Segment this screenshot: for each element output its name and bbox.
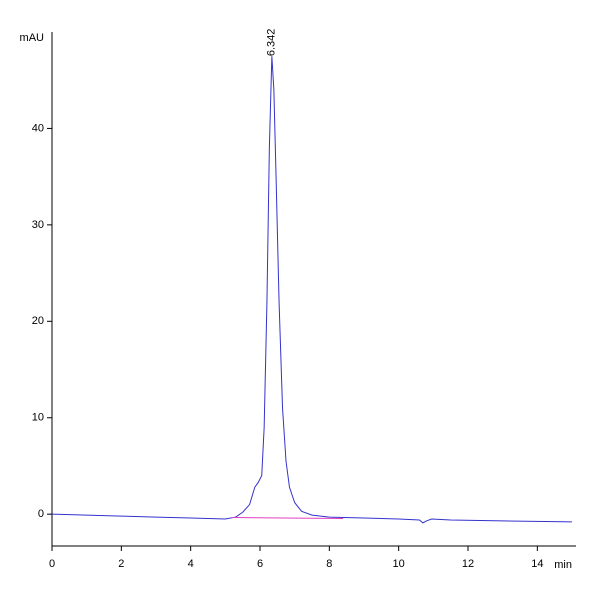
x-axis-label: min bbox=[554, 559, 572, 571]
x-tick-label: 12 bbox=[462, 558, 474, 570]
y-tick-label: 30 bbox=[32, 219, 44, 231]
x-tick-label: 2 bbox=[118, 558, 124, 570]
x-tick-label: 10 bbox=[393, 558, 405, 570]
trace bbox=[232, 517, 344, 520]
x-tick-label: 0 bbox=[49, 558, 55, 570]
peak-label: 6.342 bbox=[266, 29, 278, 57]
y-tick-label: 0 bbox=[38, 508, 44, 520]
x-tick-label: 8 bbox=[326, 558, 332, 570]
y-axis-label: mAU bbox=[20, 32, 45, 44]
x-tick-label: 14 bbox=[531, 558, 543, 570]
trace bbox=[51, 56, 573, 524]
y-tick-label: 20 bbox=[32, 315, 44, 327]
y-tick-label: 40 bbox=[32, 122, 44, 134]
x-tick-label: 4 bbox=[188, 558, 194, 570]
x-tick-label: 6 bbox=[257, 558, 263, 570]
y-tick-label: 10 bbox=[32, 412, 44, 424]
